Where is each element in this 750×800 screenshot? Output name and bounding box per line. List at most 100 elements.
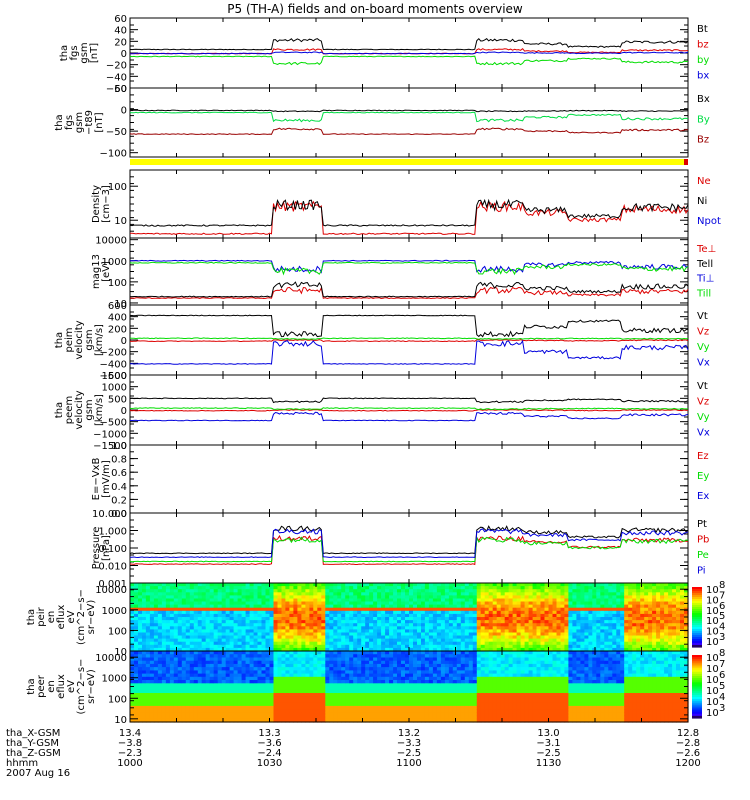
spectrogram-cell [181, 715, 187, 720]
spectrogram-cell [225, 613, 231, 618]
spectrogram-cell [309, 657, 314, 662]
spectrogram-cell [512, 632, 518, 637]
spectrogram-cell [337, 670, 342, 675]
spectrogram-cell [508, 623, 514, 627]
spectrogram-cell [337, 629, 342, 634]
spectrogram-cell [504, 583, 510, 587]
spectrogram-cell [624, 623, 629, 627]
spectrogram-cell [205, 676, 211, 681]
spectrogram-cell [138, 613, 143, 618]
spectrogram-cell [261, 673, 267, 678]
spectrogram-cell [345, 702, 350, 707]
spectrogram-cell [142, 620, 147, 624]
spectrogram-cell [480, 617, 486, 621]
spectrogram-cell [448, 583, 454, 587]
spectrogram-cell [608, 613, 613, 618]
spectrogram-cell [297, 667, 302, 671]
spectrogram-cell [652, 595, 657, 600]
spectrogram-cell [620, 623, 625, 627]
spectrogram-cell [552, 641, 558, 646]
spectrogram-cell [325, 667, 330, 671]
spectrogram-cell [413, 613, 418, 618]
spectrogram-cell [153, 676, 159, 681]
spectrogram-cell [680, 613, 685, 618]
spectrogram-cell [432, 632, 438, 637]
spectrogram-cell [257, 670, 263, 675]
spectrogram-cell [229, 709, 235, 713]
spectrogram-cell [405, 604, 410, 609]
spectrogram-cell [233, 651, 239, 655]
spectrogram-cell [640, 638, 645, 643]
spectrogram-cell [528, 644, 534, 649]
spectrogram-cell [269, 629, 275, 634]
spectrogram-cell [345, 589, 350, 593]
y-tick-label: 400 [108, 313, 127, 324]
spectrogram-cell [134, 620, 139, 624]
spectrogram-cell [401, 620, 406, 624]
spectrogram-cell [405, 632, 410, 637]
spectrogram-cell [213, 644, 219, 649]
spectrogram-cell [217, 667, 223, 671]
spectrogram-cell [536, 623, 542, 627]
spectrogram-cell [289, 583, 294, 587]
spectrogram-cell [648, 623, 653, 627]
spectrogram-cell [241, 680, 247, 684]
spectrogram-cell [177, 670, 183, 675]
spectrogram-cell [241, 689, 247, 694]
spectrogram-cell [317, 696, 322, 700]
spectrogram-cell [265, 592, 271, 596]
spectrogram-cell [488, 598, 494, 603]
spectrogram-cell [385, 620, 390, 624]
spectrogram-cell [193, 693, 199, 697]
spectrogram-cell [464, 601, 470, 606]
spectrogram-cell [684, 632, 689, 637]
spectrogram-cell [134, 673, 139, 678]
spectrogram-cell [600, 589, 605, 593]
spectrogram-cell [225, 647, 231, 652]
spectrogram-cell [261, 676, 267, 681]
spectrogram-cell [205, 607, 211, 612]
spectrogram-cell [321, 607, 326, 612]
spectrogram-cell [305, 676, 310, 681]
spectrogram-cell [357, 617, 362, 621]
spectrogram-cell [245, 654, 251, 658]
spectrogram-cell [245, 629, 251, 634]
spectrogram-cell [305, 651, 310, 655]
y-axis-label-line: [mV/m] [101, 460, 112, 498]
spectrogram-cell [424, 613, 430, 618]
spectrogram-cell [130, 626, 135, 630]
spectrogram-cell [393, 617, 398, 621]
spectrogram-cell [177, 709, 183, 713]
spectrogram-cell [664, 607, 669, 612]
spectrogram-cell [357, 623, 362, 627]
spectrogram-cell [365, 638, 370, 643]
spectrogram-cell [616, 604, 621, 609]
spectrogram-cell [285, 699, 290, 704]
spectrogram-cell [213, 696, 219, 700]
spectrogram-cell [185, 696, 191, 700]
spectrogram-cell [130, 667, 135, 671]
spectrogram-cell [540, 607, 546, 612]
spectrogram-cell [177, 651, 183, 655]
spectrogram-cell [488, 620, 494, 624]
spectrogram-cell [472, 586, 478, 590]
spectrogram-cell [134, 583, 139, 587]
spectrogram-cell [508, 589, 514, 593]
spectrogram-cell [664, 595, 669, 600]
spectrogram-cell [560, 647, 566, 652]
spectrogram-cell [205, 641, 211, 646]
spectrogram-cell [138, 663, 143, 668]
spectrogram-cell [309, 654, 314, 658]
spectrogram-cell [205, 699, 211, 704]
spectrogram-cell [173, 604, 179, 609]
spectrogram-cell [385, 647, 390, 652]
spectrogram-cell [381, 595, 386, 600]
spectrogram-cell [341, 670, 346, 675]
spectrogram-cell [142, 689, 147, 694]
spectrogram-cell [616, 644, 621, 649]
spectrogram-cell [313, 610, 318, 615]
spectrogram-cell [325, 680, 330, 684]
spectrogram-cell [385, 635, 390, 640]
spectrogram-cell [273, 709, 279, 713]
spectrogram-cell [157, 676, 163, 681]
